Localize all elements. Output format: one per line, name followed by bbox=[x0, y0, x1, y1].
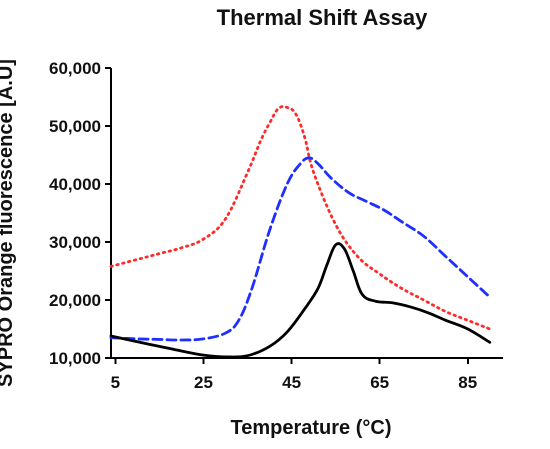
plot-area: 10,000 20,000 30,000 40,000 50,000 60,000 5 25… bbox=[49, 59, 503, 392]
y-tick-label: 30,000 bbox=[49, 233, 101, 252]
series-line-dashed bbox=[109, 156, 492, 342]
x-axis-label: Temperature (°C) bbox=[231, 417, 392, 439]
x-tick-label: 5 bbox=[111, 373, 120, 392]
chart-title: Thermal Shift Assay bbox=[217, 5, 428, 30]
y-tick-label: 10,000 bbox=[49, 349, 101, 368]
y-axis-label: SYPRO Orange fluorescence [A.U] bbox=[0, 59, 17, 387]
series-group bbox=[109, 105, 492, 359]
x-axis-ticks: 5 25 45 65 85 bbox=[111, 358, 477, 392]
x-tick-label: 45 bbox=[282, 373, 301, 392]
series-line-dotted bbox=[109, 105, 492, 331]
x-tick-label: 85 bbox=[458, 373, 477, 392]
y-tick-label: 60,000 bbox=[49, 59, 101, 78]
y-tick-label: 40,000 bbox=[49, 175, 101, 194]
x-tick-label: 25 bbox=[194, 373, 213, 392]
y-tick-label: 20,000 bbox=[49, 291, 101, 310]
y-axis-ticks: 10,000 20,000 30,000 40,000 50,000 60,000 bbox=[49, 59, 111, 368]
x-tick-label: 65 bbox=[370, 373, 389, 392]
series-line-solid bbox=[109, 242, 492, 359]
y-tick-label: 50,000 bbox=[49, 117, 101, 136]
